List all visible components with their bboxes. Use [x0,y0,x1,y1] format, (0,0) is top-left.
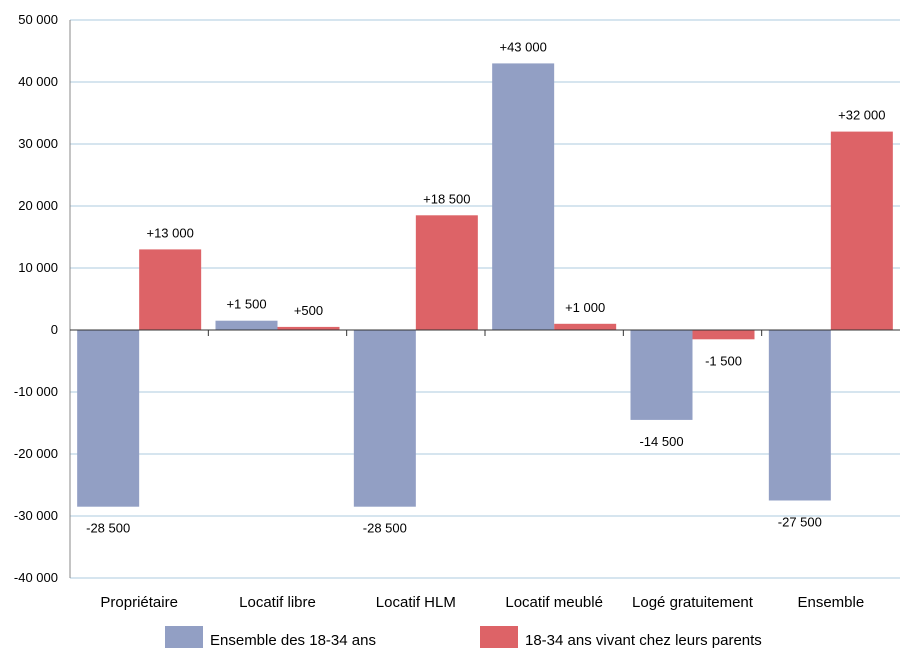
bar [77,330,140,507]
y-tick-label: 20 000 [18,198,58,213]
y-tick-label: 40 000 [18,74,58,89]
data-label: +500 [294,303,323,318]
bar [353,330,416,507]
x-category-label: Locatif libre [239,594,316,611]
data-label: -28 500 [363,521,407,536]
legend: Ensemble des 18-34 ans 18-34 ans vivant c… [165,626,762,648]
legend-label: 18-34 ans vivant chez leurs parents [525,632,762,648]
axes [69,20,900,578]
bar [554,323,617,330]
bar [492,63,555,331]
x-category-label: Locatif meublé [505,594,603,611]
data-label: +18 500 [423,191,470,206]
data-label: -14 500 [639,434,683,449]
legend-swatch [165,626,203,648]
y-tick-label: 10 000 [18,260,58,275]
legend-swatch [480,626,518,648]
y-tick-label: -10 000 [14,384,58,399]
bar [630,330,693,420]
x-category-label: Logé gratuitement [632,594,754,611]
data-label: +1 000 [565,300,605,315]
bar [830,131,893,330]
legend-label: Ensemble des 18-34 ans [210,632,376,648]
y-tick-label: 30 000 [18,136,58,151]
y-tick-label: 50 000 [18,12,58,27]
labels: 50 000 40 000 30 000 20 000 10 000 0 -10 000 -2… [14,12,886,611]
data-label: +32 000 [838,108,885,123]
bar [768,330,831,501]
gridlines [70,19,900,579]
bar [415,215,478,330]
y-tick-label: -30 000 [14,508,58,523]
y-tick-label: 0 [51,322,58,337]
bars [77,63,893,507]
data-label: +43 000 [499,39,546,54]
bar [277,326,340,330]
bar [692,330,755,340]
x-category-label: Propriétaire [100,594,178,611]
data-label: -27 500 [778,515,822,530]
data-label: +1 500 [226,297,266,312]
y-tick-label: -40 000 [14,570,58,585]
y-tick-label: -20 000 [14,446,58,461]
x-category-label: Ensemble [797,594,864,611]
bar [215,320,278,330]
data-label: -28 500 [86,521,130,536]
bar [139,249,202,330]
data-label: +13 000 [146,225,193,240]
x-category-label: Locatif HLM [376,594,456,611]
data-label: -1 500 [705,353,742,368]
